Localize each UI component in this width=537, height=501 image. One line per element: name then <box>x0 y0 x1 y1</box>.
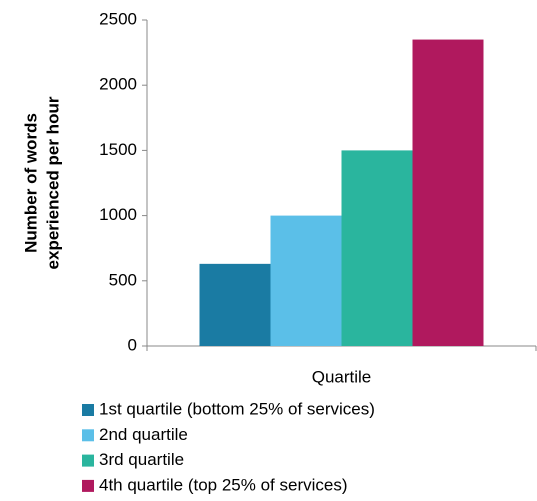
y-tick-label: 0 <box>128 335 137 354</box>
bar <box>412 39 484 347</box>
bar <box>270 215 342 346</box>
legend-swatch <box>82 404 94 416</box>
x-tick-label: Quartile <box>312 367 372 386</box>
y-tick-label: 1000 <box>99 205 137 224</box>
legend-swatch <box>82 479 94 492</box>
bar <box>341 150 413 346</box>
y-tick-label: 1500 <box>99 140 137 159</box>
y-tick-label: 2000 <box>99 75 137 94</box>
y-axis-title: experienced per hour <box>43 96 62 269</box>
legend-label: 2nd quartile <box>99 425 188 444</box>
bar <box>199 263 271 346</box>
y-axis-title: Number of words <box>21 113 40 253</box>
y-tick-label: 2500 <box>99 9 137 28</box>
legend-swatch <box>82 454 94 467</box>
legend-label: 3rd quartile <box>99 450 184 469</box>
legend-swatch <box>82 429 94 442</box>
legend-label: 1st quartile (bottom 25% of services) <box>99 399 375 418</box>
y-tick-label: 500 <box>109 270 137 289</box>
legend-label: 4th quartile (top 25% of services) <box>99 475 348 494</box>
